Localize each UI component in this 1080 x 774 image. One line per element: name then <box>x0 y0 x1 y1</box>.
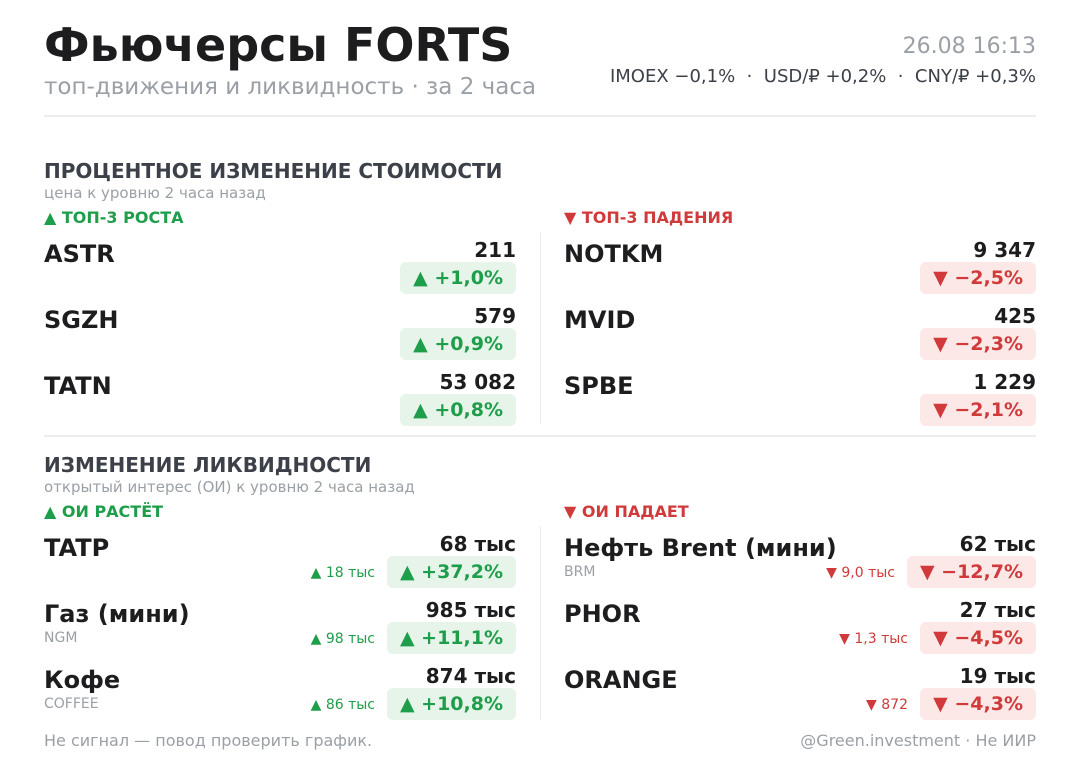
value: 985 тыс <box>425 598 516 622</box>
name: MVID <box>564 306 636 334</box>
subtitle: топ-движения и ликвидность · за 2 часа <box>44 74 537 100</box>
name: ASTR <box>44 240 115 268</box>
change-badge: ▲ +1,0% <box>400 262 516 294</box>
section-subtitle: цена к уровню 2 часа назад <box>44 184 266 202</box>
row: NOTKM 9 347 ▼ −2,5% <box>564 238 1036 306</box>
name: ORANGE <box>564 666 678 694</box>
value: 1 229 <box>973 370 1036 394</box>
name: Кофе <box>44 666 121 694</box>
title: Фьючерсы FORTS <box>44 18 513 72</box>
row: Газ (мини) NGM 985 тыс ▲ +11,1% ▲ 98 тыс <box>44 598 516 666</box>
name: Нефть Brent (мини) <box>564 534 837 562</box>
change-badge: ▼ −2,5% <box>920 262 1036 294</box>
change-badge: ▲ +10,8% <box>386 688 516 720</box>
row: TATN 53 082 ▲ +0,8% <box>44 370 516 438</box>
change-badge: ▲ +11,1% <box>386 622 516 654</box>
delta: ▲ 86 тыс <box>310 697 375 713</box>
name: SPBE <box>564 372 634 400</box>
section-title: ПРОЦЕНТНОЕ ИЗМЕНЕНИЕ СТОИМОСТИ <box>44 159 503 183</box>
row: SPBE 1 229 ▼ −2,1% <box>564 370 1036 438</box>
value: 19 тыс <box>959 664 1036 688</box>
code: NGM <box>44 630 78 646</box>
name: Газ (мини) <box>44 600 190 628</box>
change-badge: ▲ +0,9% <box>400 328 516 360</box>
change-badge: ▼ −4,3% <box>920 688 1036 720</box>
row: ORANGE 19 тыс ▼ −4,3% ▼ 872 <box>564 664 1036 732</box>
section-title: ИЗМЕНЕНИЕ ЛИКВИДНОСТИ <box>44 453 372 477</box>
name: NOTKM <box>564 240 664 268</box>
value: 211 <box>474 238 516 262</box>
timestamp: 26.08 16:13 <box>902 34 1036 59</box>
value: 27 тыс <box>959 598 1036 622</box>
value: 9 347 <box>973 238 1036 262</box>
divider <box>540 232 541 424</box>
name: SGZH <box>44 306 119 334</box>
row: Кофе COFFEE 874 тыс ▲ +10,8% ▲ 86 тыс <box>44 664 516 732</box>
row: TATP 68 тыс ▲ +37,2% ▲ 18 тыс <box>44 532 516 600</box>
delta: ▲ 18 тыс <box>310 565 375 581</box>
delta: ▼ 9,0 тыс <box>826 565 895 581</box>
row: PHOR 27 тыс ▼ −4,5% ▼ 1,3 тыс <box>564 598 1036 666</box>
down-label: ▼ ТОП-3 ПАДЕНИЯ <box>564 208 734 227</box>
up-label: ▲ ОИ РАСТЁТ <box>44 502 164 521</box>
change-badge: ▲ +0,8% <box>400 394 516 426</box>
delta: ▼ 1,3 тыс <box>839 631 908 647</box>
name: PHOR <box>564 600 641 628</box>
change-badge: ▼ −4,5% <box>920 622 1036 654</box>
markets: IMOEX −0,1% · USD/₽ +0,2% · CNY/₽ +0,3% <box>609 66 1036 87</box>
value: 579 <box>474 304 516 328</box>
value: 53 082 <box>439 370 516 394</box>
divider <box>44 115 1036 117</box>
down-label: ▼ ОИ ПАДАЕТ <box>564 502 689 521</box>
code: COFFEE <box>44 696 99 712</box>
change-badge: ▲ +37,2% <box>386 556 516 588</box>
change-badge: ▼ −2,3% <box>920 328 1036 360</box>
divider <box>540 526 541 720</box>
value: 68 тыс <box>439 532 516 556</box>
up-label: ▲ ТОП-3 РОСТА <box>44 208 184 227</box>
value: 62 тыс <box>959 532 1036 556</box>
row: MVID 425 ▼ −2,3% <box>564 304 1036 372</box>
row: SGZH 579 ▲ +0,9% <box>44 304 516 372</box>
section-subtitle: открытый интерес (ОИ) к уровню 2 часа на… <box>44 478 415 496</box>
value: 425 <box>994 304 1036 328</box>
delta: ▲ 98 тыс <box>310 631 375 647</box>
divider <box>44 435 1036 437</box>
name: TATP <box>44 534 110 562</box>
change-badge: ▼ −12,7% <box>906 556 1036 588</box>
footer-note: Не сигнал — повод проверить график. <box>44 731 373 750</box>
delta: ▼ 872 <box>866 697 908 713</box>
value: 874 тыс <box>425 664 516 688</box>
row: ASTR 211 ▲ +1,0% <box>44 238 516 306</box>
code: BRM <box>564 564 596 580</box>
name: TATN <box>44 372 112 400</box>
change-badge: ▼ −2,1% <box>920 394 1036 426</box>
row: Нефть Brent (мини) BRM 62 тыс ▼ −12,7% ▼ 9,0… <box>564 532 1036 600</box>
footer-credit: @Green.investment · Не ИИР <box>800 731 1036 750</box>
